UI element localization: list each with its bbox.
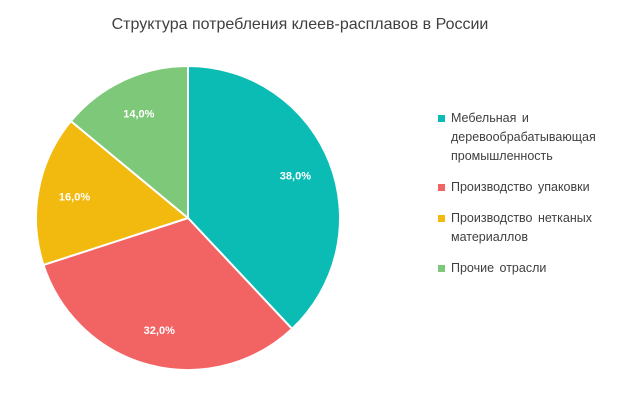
legend-swatch-packaging: [438, 184, 445, 191]
legend-label-nonwoven: Производство нетканых материаллов: [451, 211, 592, 244]
slice-label-furniture: 38,0%: [280, 170, 311, 182]
legend-label-furniture: Мебельная и деревообрабатывающая промышл…: [451, 111, 596, 163]
legend-swatch-other: [438, 265, 445, 272]
legend-swatch-furniture: [438, 115, 445, 122]
legend-swatch-nonwoven: [438, 215, 445, 222]
legend-label-packaging: Производство упаковки: [451, 180, 590, 194]
pie-slice-packaging: [42, 216, 294, 371]
pie-slice-furniture: [187, 64, 341, 331]
slice-label-packaging: 32,0%: [144, 325, 175, 337]
legend-item-furniture: Мебельная и деревообрабатывающая промышл…: [438, 109, 638, 166]
legend-item-packaging: Производство упаковки: [438, 178, 638, 197]
legend-item-nonwoven: Производство нетканых материаллов: [438, 209, 638, 247]
legend-label-other: Прочие отрасли: [451, 261, 547, 275]
legend-item-other: Прочие отрасли: [438, 259, 638, 278]
legend: Мебельная и деревообрабатывающая промышл…: [438, 109, 638, 290]
chart-title: Структура потребления клеев-расплавов в …: [111, 16, 489, 33]
pie-slice-nonwoven: [35, 119, 191, 267]
slice-label-nonwoven: 16,0%: [59, 191, 90, 203]
pie-slice-other: [69, 64, 189, 221]
slice-label-other: 14,0%: [123, 108, 154, 120]
